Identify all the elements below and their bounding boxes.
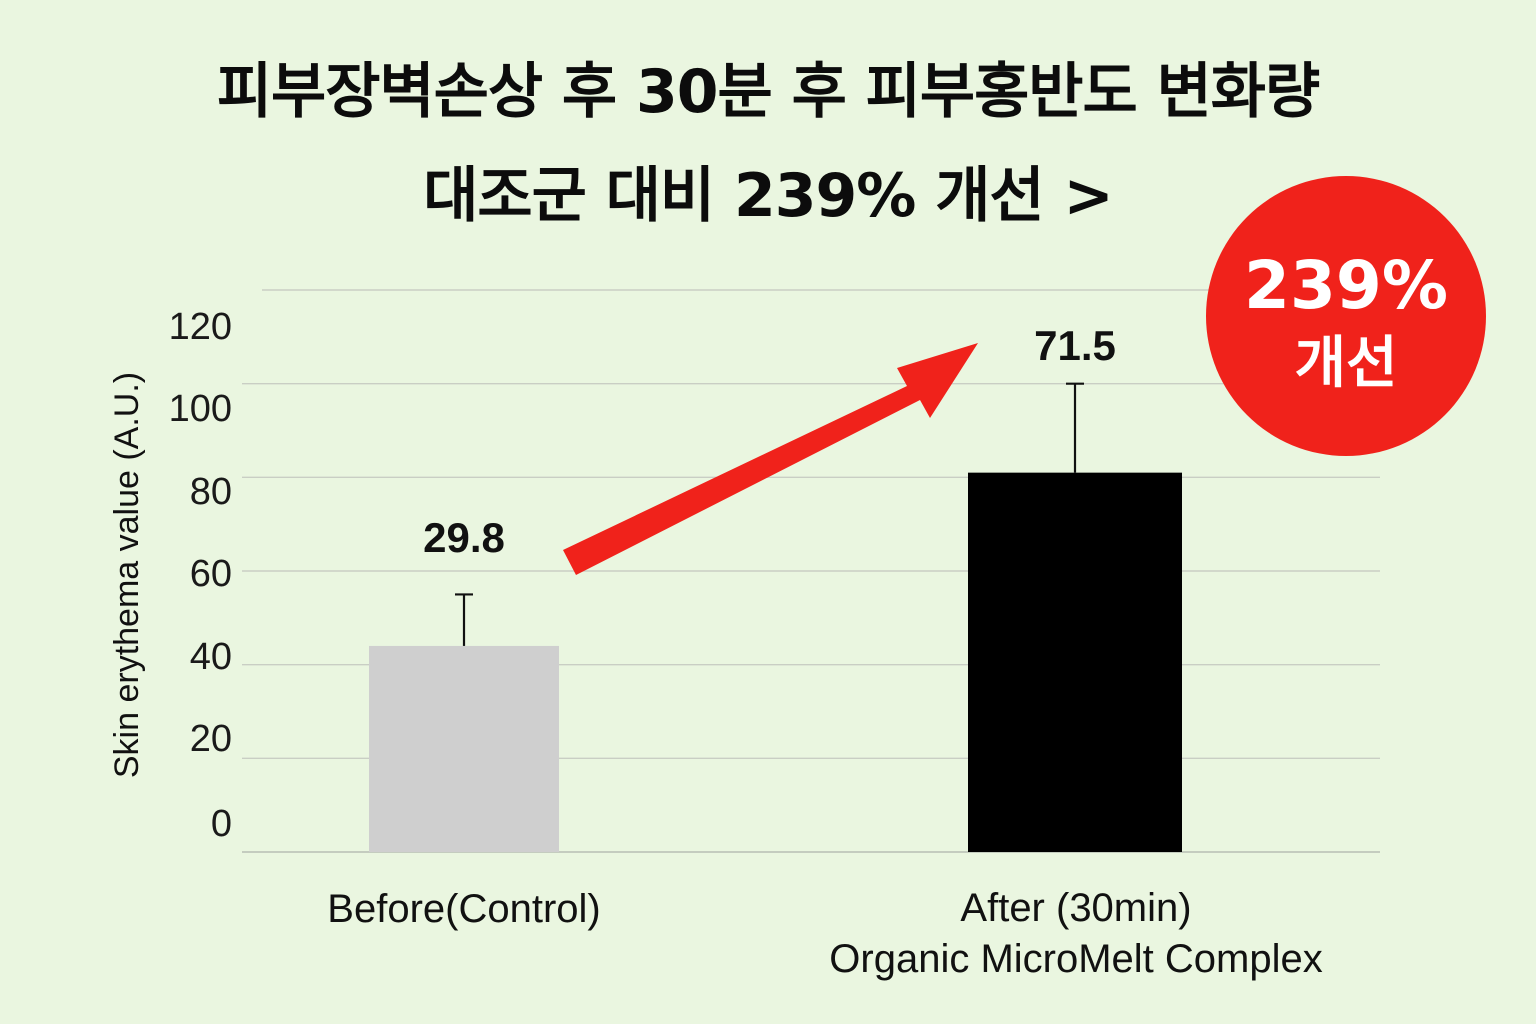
badge-text: 개선 <box>1294 331 1398 396</box>
bar <box>968 472 1182 852</box>
y-tick-label: 120 <box>169 306 232 348</box>
y-tick-label: 0 <box>211 803 232 845</box>
chart-title: 피부장벽손상 후 30분 후 피부홍반도 변화량 대조군 대비 239% 개선 … <box>0 40 1536 248</box>
title-line-1: 피부장벽손상 후 30분 후 피부홍반도 변화량 <box>216 57 1320 127</box>
y-tick-label: 80 <box>190 471 232 513</box>
y-tick-label: 40 <box>190 636 232 678</box>
bar <box>369 645 559 852</box>
y-tick-label: 100 <box>169 388 232 430</box>
data-label: 71.5 <box>1034 322 1116 369</box>
badge-percent: 239% <box>1244 247 1448 324</box>
title-line-2: 대조군 대비 239% 개선 > <box>423 161 1114 231</box>
data-label: 29.8 <box>423 514 505 561</box>
y-axis-label: Skin erythema value (A.U.) <box>108 372 146 778</box>
x-category-label: Organic MicroMelt Complex <box>829 937 1322 981</box>
improvement-badge: 239% 개선 <box>1206 176 1486 456</box>
y-tick-label: 60 <box>190 553 232 595</box>
trend-arrow <box>563 343 978 575</box>
y-tick-label: 20 <box>190 718 232 760</box>
x-category-label: After (30min) <box>960 886 1191 930</box>
x-category-label: Before(Control) <box>327 887 600 931</box>
